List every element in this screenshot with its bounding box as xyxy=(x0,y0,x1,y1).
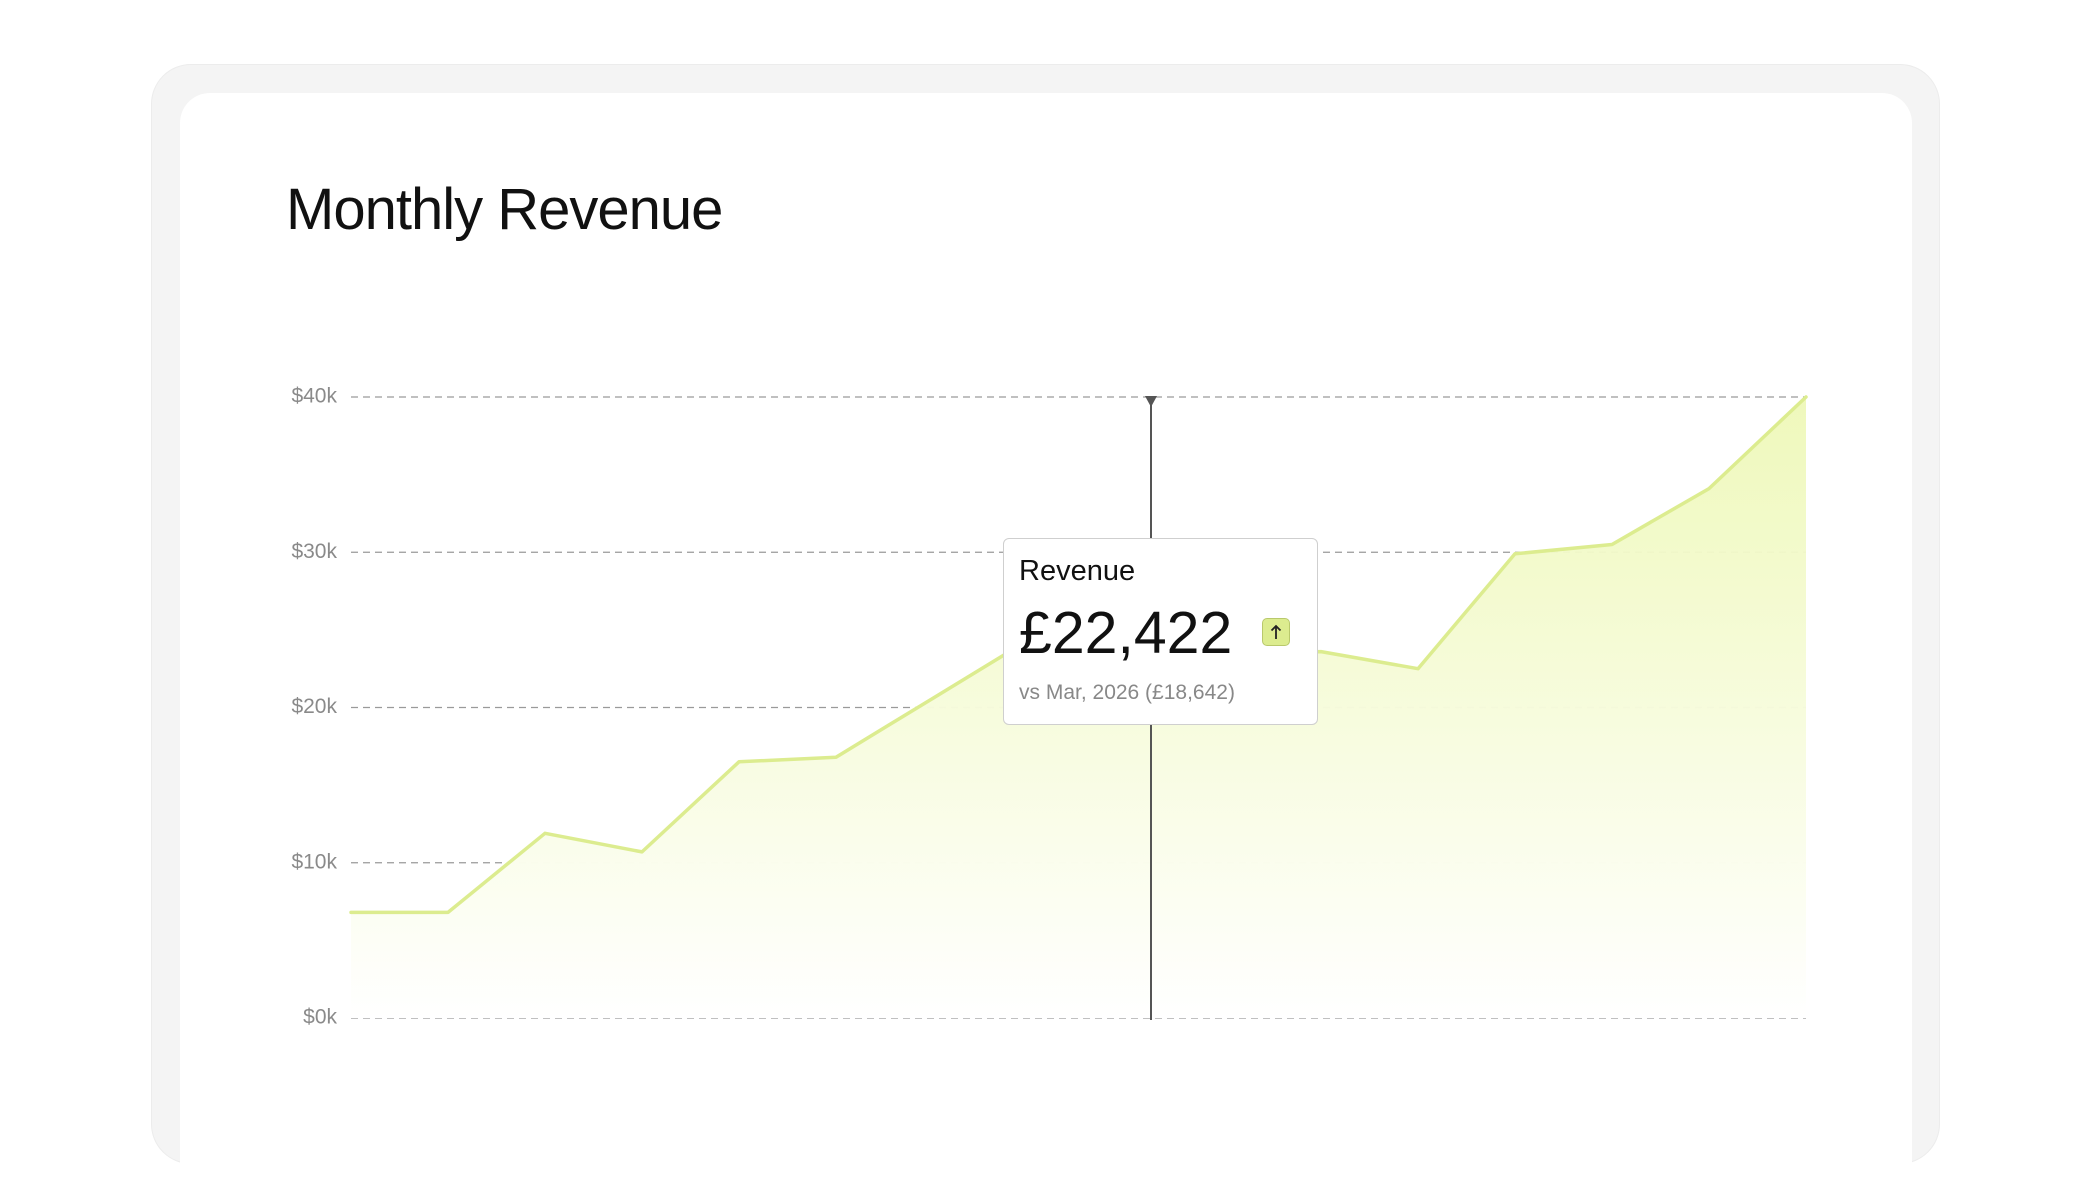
tooltip-value: £22,422 xyxy=(1019,600,1233,666)
tooltip: Revenue £22,422 vs Mar, 2026 (£18,642) xyxy=(1003,538,1318,725)
arrow-up xyxy=(1270,624,1282,639)
y-tick-label: $30k xyxy=(291,540,337,563)
tooltip-comparison: vs Mar, 2026 (£18,642) xyxy=(1019,681,1235,704)
y-tick-label: $40k xyxy=(291,385,337,408)
y-tick-label: $10k xyxy=(291,850,337,873)
trend-badge xyxy=(1262,618,1290,646)
tooltip-label: Revenue xyxy=(1019,555,1136,587)
chart: $0k $10k $20k $30k $40k xyxy=(291,385,1808,1029)
page: Monthly Revenue $0k $10k $20k $30k $40k Reve… xyxy=(151,64,1940,1164)
chart-title: Monthly Revenue xyxy=(286,177,723,242)
y-tick-label: $20k xyxy=(291,695,337,718)
crosshair-marker xyxy=(1145,396,1157,407)
y-tick-label: $0k xyxy=(303,1006,337,1029)
